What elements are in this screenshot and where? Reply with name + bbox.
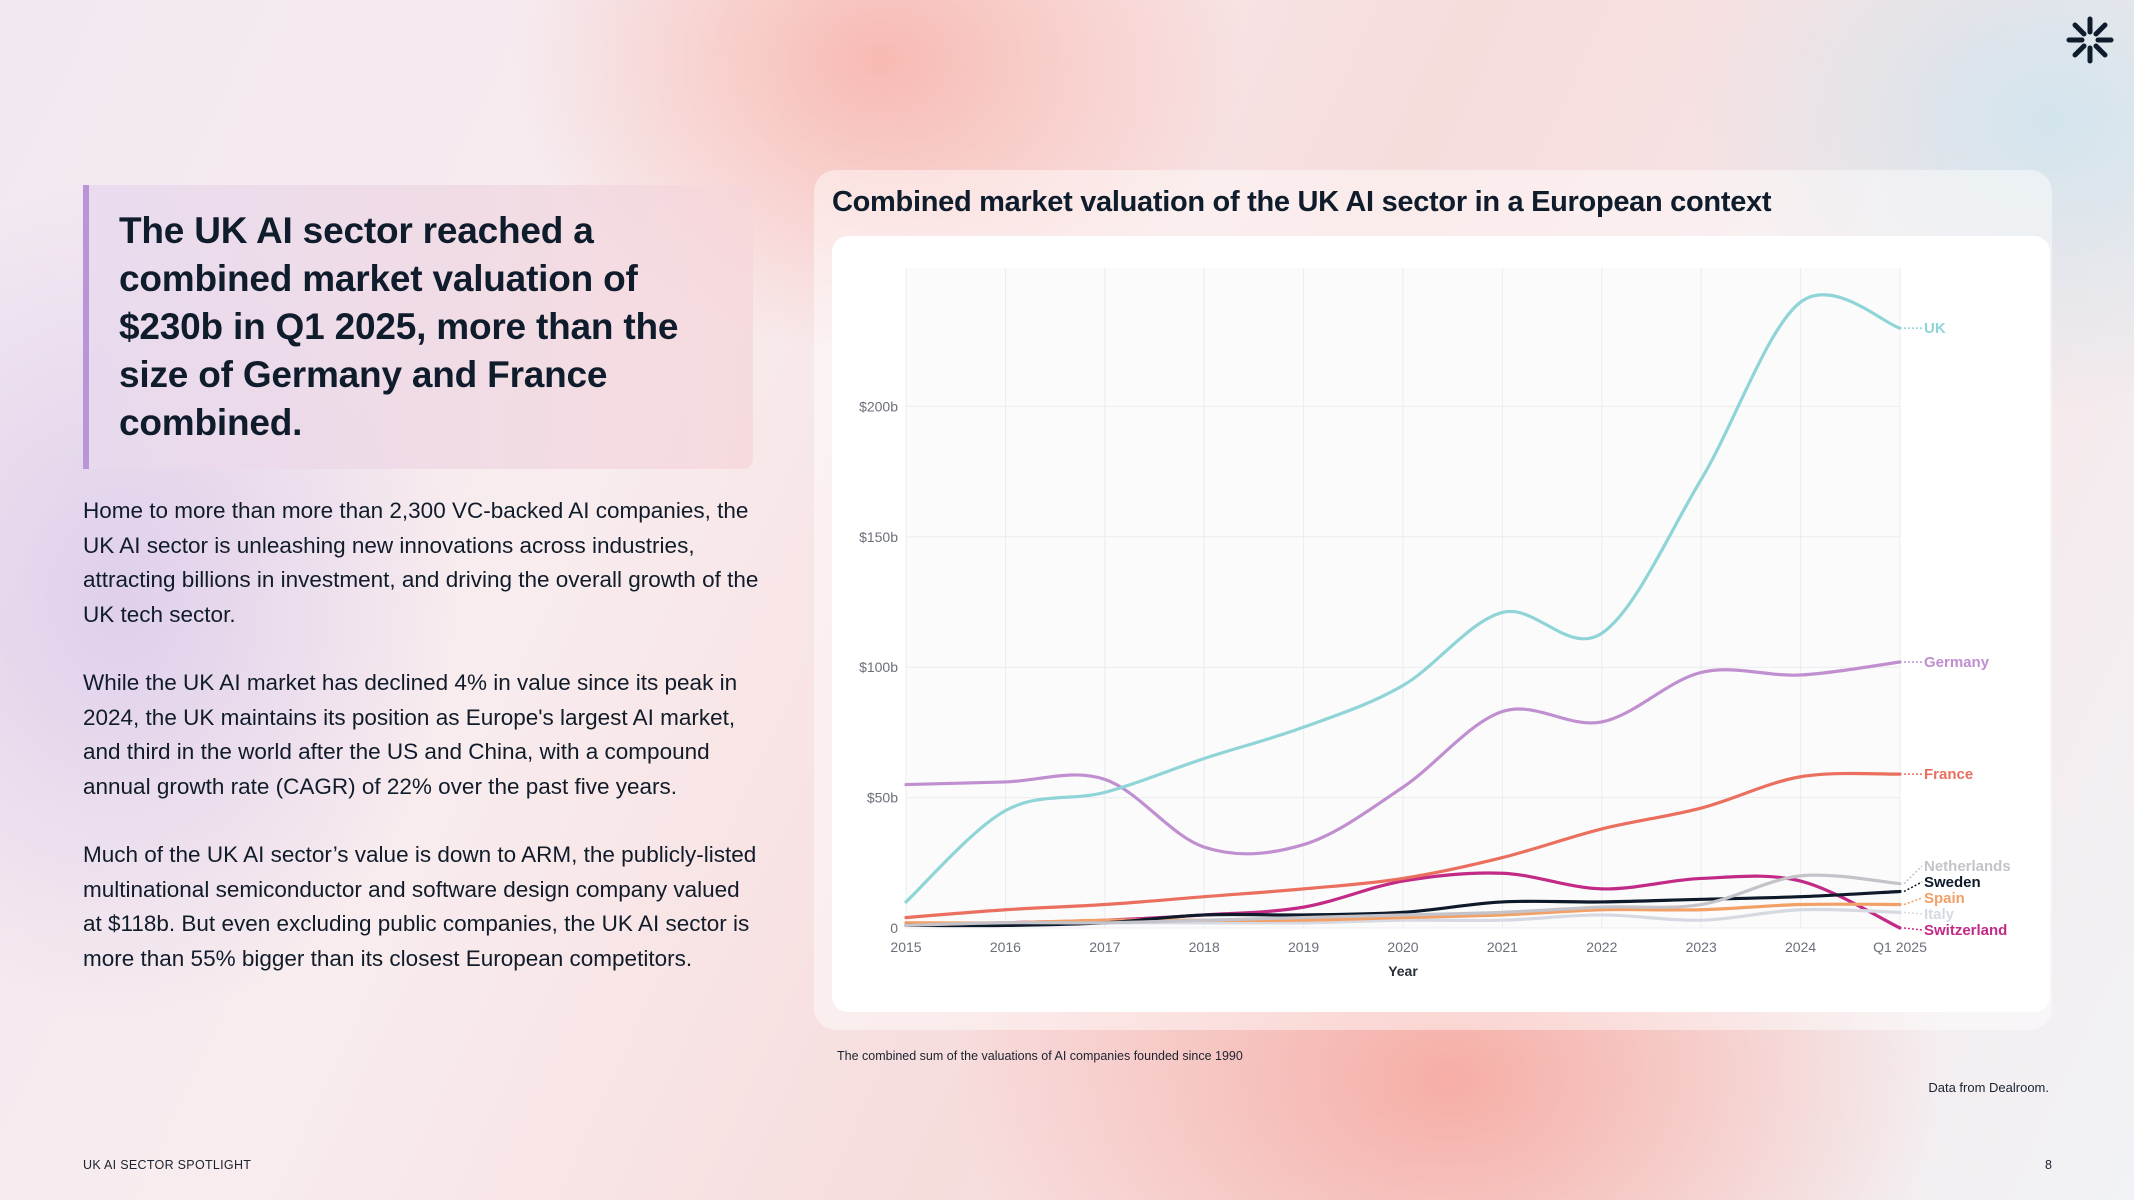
chart-footnote: The combined sum of the valuations of AI… xyxy=(837,1049,1243,1063)
leader-line-italy xyxy=(1903,911,1923,915)
series-label-france: France xyxy=(1924,766,1973,783)
y-tick-label: 0 xyxy=(890,920,898,936)
series-line-netherlands xyxy=(904,873,1902,927)
headline-callout: The UK AI sector reached a combined mark… xyxy=(83,185,753,469)
series-label-switzerland: Switzerland xyxy=(1924,922,2007,939)
series-line-spain xyxy=(904,902,1902,925)
page-number: 8 xyxy=(2045,1158,2052,1172)
y-tick-label: $150b xyxy=(859,529,898,545)
footer-title: UK AI SECTOR SPOTLIGHT xyxy=(83,1158,252,1172)
series-label-sweden: Sweden xyxy=(1924,874,1981,891)
x-tick-label: 2022 xyxy=(1586,939,1617,955)
series-label-netherlands: Netherlands xyxy=(1924,858,2011,875)
headline: The UK AI sector reached a combined mark… xyxy=(119,210,679,443)
x-tick-label: 2021 xyxy=(1487,939,1518,955)
line-chart: 0 $50b $100b $150b $200b 2015 2016 2017 2018 2019… xyxy=(859,268,2011,979)
leader-line-switzerland xyxy=(1903,927,1923,931)
leader-line-sweden xyxy=(1903,881,1923,893)
x-tick-label: 2018 xyxy=(1189,939,1220,955)
series-label-italy: Italy xyxy=(1924,906,1955,923)
paragraph-2: While the UK AI market has declined 4% i… xyxy=(83,670,738,799)
asterisk-logo-icon xyxy=(2066,16,2114,64)
data-source: Data from Dealroom. xyxy=(1928,1080,2049,1095)
x-tick-label: 2020 xyxy=(1387,939,1418,955)
x-tick-label: Q1 2025 xyxy=(1873,939,1927,955)
chart-panel: 0 $50b $100b $150b $200b 2015 2016 2017 2018 2019… xyxy=(832,236,2050,1012)
x-tick-label: 2016 xyxy=(990,939,1021,955)
leader-line-spain xyxy=(1903,897,1923,906)
paragraph-3: Much of the UK AI sector’s value is down… xyxy=(83,842,757,971)
x-tick-label: 2017 xyxy=(1089,939,1120,955)
x-tick-label: 2015 xyxy=(890,939,921,955)
x-axis-label: Year xyxy=(1388,963,1418,979)
series-line-france xyxy=(904,771,1902,920)
chart-title: Combined market valuation of the UK AI s… xyxy=(832,186,1772,218)
series-label-uk: UK xyxy=(1924,320,1946,337)
x-tick-label: 2024 xyxy=(1785,939,1816,955)
paragraph-1: Home to more than more than 2,300 VC-bac… xyxy=(83,498,759,627)
series-line-uk xyxy=(904,293,1902,904)
y-tick-label: $100b xyxy=(859,659,898,675)
y-tick-label: $50b xyxy=(867,790,898,806)
leader-line-netherlands xyxy=(1903,865,1923,885)
body-text: Home to more than more than 2,300 VC-bac… xyxy=(83,494,763,1010)
y-tick-label: $200b xyxy=(859,398,898,414)
series-label-germany: Germany xyxy=(1924,654,1990,671)
series-label-spain: Spain xyxy=(1924,890,1965,907)
series-line-germany xyxy=(904,660,1902,856)
x-tick-label: 2023 xyxy=(1686,939,1717,955)
x-tick-label: 2019 xyxy=(1288,939,1319,955)
